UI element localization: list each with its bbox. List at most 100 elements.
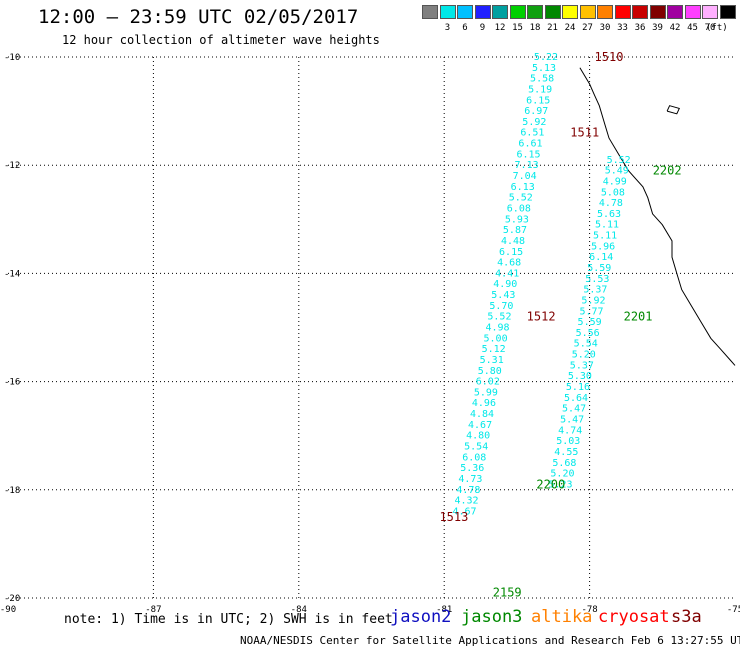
wave-height-value: 5.37 [583,285,607,296]
satellite-legend-jason3: jason3 [461,607,523,627]
color-scale-swatch [614,5,631,19]
wave-height-value: 6.08 [507,203,531,214]
color-scale-unit: (ft) [706,23,728,33]
wave-height-value: 6.15 [526,95,550,106]
wave-height-value: 6.15 [516,149,540,160]
color-scale-swatch [562,5,578,19]
wave-height-value: 5.13 [532,63,556,74]
color-scale-swatch [457,5,473,19]
color-scale-value: 30 [599,23,611,33]
wave-height-value: 5.87 [503,225,527,236]
wave-height-value: 5.68 [552,458,576,469]
wave-height-value: 4.68 [497,258,521,269]
wave-height-value: 6.14 [589,252,613,263]
x-tick-label: -87 [145,605,161,615]
color-scale-swatch [597,5,613,19]
pass-time-labels: 1510 1511 1512 1513 2202 2201 2200 2159 [439,50,681,600]
wave-height-value: 5.23 [548,479,572,490]
wave-height-value: 5.54 [464,442,488,453]
wave-height-value: 5.80 [478,366,502,377]
wave-height-value: 6.61 [518,139,542,150]
color-scale-value: 27 [582,23,593,33]
page-subtitle: 12 hour collection of altimeter wave hei… [62,33,380,47]
wave-height-value: 5.20 [572,350,596,361]
wave-height-value: 5.49 [605,166,629,177]
y-tick-label: -12 [4,161,20,171]
color-scale-swatch [474,5,491,19]
wave-height-value: 5.36 [460,463,484,474]
wave-height-value: 5.77 [579,306,603,317]
x-tick-label: -90 [0,605,16,615]
wave-height-value: 4.90 [493,279,517,290]
wave-height-value: 4.73 [458,474,482,485]
wave-height-value: 5.54 [574,339,598,350]
map-grid [8,56,735,599]
coastline-path [579,67,736,366]
y-tick-label: -14 [4,269,20,279]
color-scale-swatch [544,5,561,19]
wave-height-value: 4.80 [466,431,490,442]
wave-height-value: 5.64 [564,393,588,404]
page-title: 12:00 – 23:59 UTC 02/05/2017 [38,6,359,28]
x-tick-label: -75 [727,605,740,615]
color-scale-swatch [719,5,736,19]
color-scale-value: 6 [462,23,468,33]
wave-height-value: 4.84 [470,409,494,420]
wave-height-value: 5.30 [568,371,592,382]
color-scale-value: 15 [512,23,523,33]
wave-height-value: 4.99 [603,176,627,187]
color-scale-swatch [684,5,701,19]
wave-height-value: 5.47 [562,404,586,415]
wave-height-value: 4.78 [456,485,480,496]
pass-time-label: 1511 [570,126,599,140]
pass-time-label: 2159 [493,586,522,600]
color-scale-value: 70 [704,23,716,33]
wave-height-value: 5.93 [505,214,529,225]
wave-height-value: 7.04 [513,171,537,182]
wave-height-value: 5.11 [595,220,619,231]
wave-height-value: 5.70 [489,301,513,312]
wave-height-value: 4.55 [554,447,578,458]
wave-height-value: 5.63 [597,209,621,220]
wave-height-value: 5.20 [550,469,574,480]
pass-time-label: 2200 [536,477,565,491]
wave-height-value: 5.47 [560,414,584,425]
color-scale-swatch [527,5,543,19]
wave-height-value: 4.96 [472,398,496,409]
wave-height-value: 4.32 [454,496,478,507]
wave-height-value: 4.98 [485,323,509,334]
wave-height-value: 5.43 [491,290,515,301]
color-scale-value: 12 [494,23,506,33]
wave-height-value: 5.52 [509,193,533,204]
color-scale-swatch [439,5,456,19]
wave-height-value: 4.67 [453,506,477,517]
wave-height-value: 6.97 [524,106,548,117]
color-scale-value: 3 [444,23,451,33]
wave-height-value: 4.78 [599,198,623,209]
wave-height-value: 5.96 [591,241,615,252]
wave-height-value: 5.11 [593,231,617,242]
wave-height-values: 5.225.135.585.196.156.975.926.516.616.15… [453,52,631,517]
wave-height-value: 4.74 [558,425,582,436]
wave-height-value: 5.03 [556,436,580,447]
color-scale-swatch [702,5,718,19]
wave-height-value: 5.56 [576,328,600,339]
color-scale-value: 18 [529,23,541,33]
color-scale-swatch [632,5,648,19]
color-scale-swatch [422,5,438,19]
wave-height-value: 6.02 [476,377,500,388]
color-scale-swatch [509,5,526,19]
pass-time-label: 1512 [527,310,556,324]
y-tick-label: -10 [4,53,20,63]
wave-height-value: 5.92 [522,117,546,128]
pass-time-label: 1510 [595,50,624,64]
coastline [579,67,736,366]
color-scale-value: 33 [617,23,628,33]
wave-height-value: 5.16 [566,382,590,393]
wave-height-value: 5.22 [534,52,558,63]
wave-height-value: 5.52 [607,155,631,166]
wave-height-value: 5.53 [585,274,609,285]
wave-height-value: 5.00 [484,333,508,344]
